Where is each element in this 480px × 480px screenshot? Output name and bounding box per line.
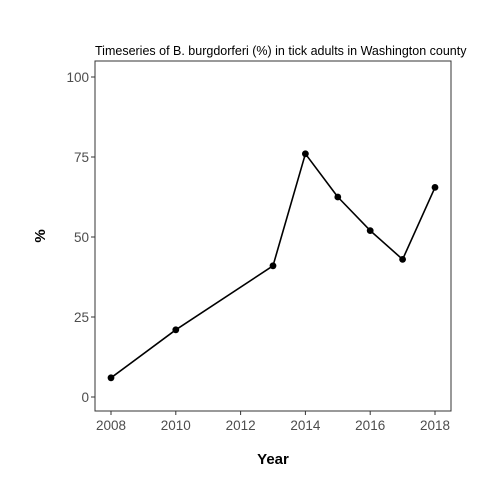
x-tick-label: 2014 [290, 418, 321, 433]
data-point [172, 326, 180, 334]
x-tick-label: 2012 [226, 418, 256, 433]
x-axis: 2008 2010 2012 2014 2016 2018 [96, 411, 450, 433]
y-tick-label: 25 [74, 310, 89, 325]
y-tick-label: 75 [74, 150, 89, 165]
panel-border [94, 60, 452, 412]
x-axis-title: Year [257, 451, 289, 468]
data-point [431, 184, 439, 191]
data-point [302, 150, 309, 158]
data-point [399, 256, 406, 263]
data-point [334, 193, 342, 201]
x-tick-label: 2016 [355, 418, 385, 433]
x-tick-label: 2010 [161, 418, 191, 433]
chart-title: Timeseries of B. burgdorferi (%) in tick… [95, 44, 467, 58]
y-tick-label: 100 [66, 70, 89, 85]
data-point [107, 374, 115, 382]
y-tick-label: 50 [74, 230, 89, 245]
plot-area [107, 150, 439, 382]
data-point [366, 227, 374, 235]
y-tick-label: 0 [81, 390, 89, 405]
series-line [110, 153, 436, 379]
y-axis-title: % [32, 229, 49, 242]
x-tick-label: 2018 [420, 418, 450, 433]
data-point [269, 262, 277, 270]
y-axis: 0 25 50 75 100 [66, 70, 95, 405]
x-tick-label: 2008 [96, 418, 126, 433]
